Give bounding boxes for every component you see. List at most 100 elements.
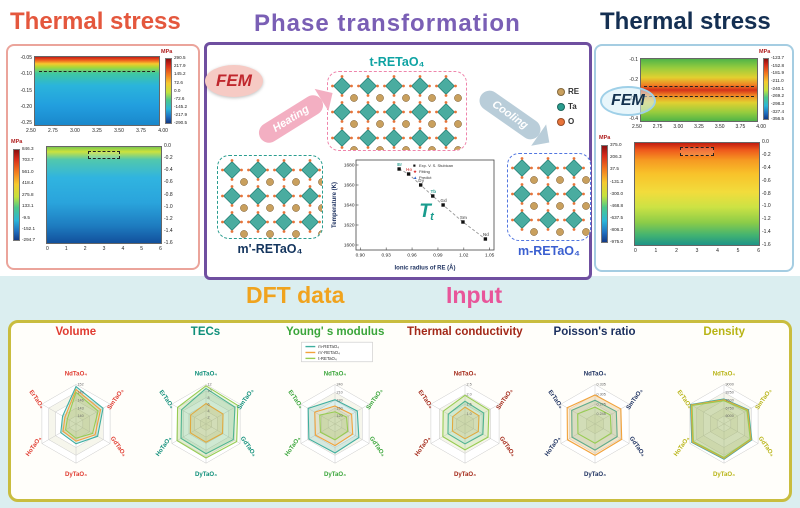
o-atom	[383, 110, 386, 114]
o-atom	[350, 84, 353, 88]
tick-label: -300.0	[610, 190, 624, 196]
radar-axis	[171, 423, 206, 444]
o-atom	[537, 166, 540, 170]
o-atom	[366, 94, 370, 97]
o-atom	[546, 176, 550, 179]
tick-label: -152.8	[771, 62, 785, 68]
radar-plot: 6000 6750 7500 8250 9000 NdTaO₄ SmTaO₄ GdTaO₄ Dy…	[673, 371, 776, 478]
title-dft-data: DFT data	[246, 282, 345, 308]
radar-series-t-RETaO₄	[64, 391, 99, 439]
o-atom	[572, 209, 576, 212]
legend-marker: ★	[413, 169, 418, 174]
radar-plot: 2 4 6 8 10 12 NdTaO₄ SmTaO₄ GdTaO₄ DyTaO₄ HoTaO₄ Er…	[154, 371, 257, 478]
radar-chart-title: TECs	[190, 326, 221, 338]
thermal-stress-panel-right: FEM -0.1-0.2-0.3-0.4 2.502.753.003.253.5…	[594, 44, 794, 272]
tick-label: 0	[634, 248, 637, 254]
o-atom	[230, 159, 234, 162]
ring-tick-label: 1.5	[466, 402, 471, 406]
radar-series-m'-RETaO₄	[566, 394, 622, 456]
tick-label: 3.50	[714, 124, 725, 130]
o-atom	[366, 101, 370, 104]
o-atom	[572, 176, 576, 179]
o-atom	[240, 168, 243, 172]
tick-label: -0.8	[762, 190, 771, 197]
ta-polyhedron	[411, 129, 429, 147]
re-atom	[454, 94, 462, 102]
tick-label: -240.1	[771, 85, 785, 91]
point-label: Ho	[406, 167, 412, 172]
radar-series-m-RETaO₄	[307, 399, 360, 454]
data-point	[441, 203, 445, 207]
tick-label: 145.2	[174, 71, 186, 77]
tick-label: 561.0	[22, 168, 34, 174]
right-contour-plot-top	[640, 58, 758, 122]
o-atom	[572, 228, 576, 231]
o-atom	[282, 185, 286, 188]
tick-label: 3.75	[136, 128, 146, 134]
ta-atom-icon	[557, 102, 565, 111]
o-atom	[444, 120, 448, 123]
tick-label: 6	[159, 246, 162, 252]
x-axis-title: Ionic radius of RE (Å)	[394, 265, 455, 272]
ring-tick-label: 146	[77, 398, 83, 402]
radar-axis-label: DyTaO₄	[324, 471, 346, 478]
radar-axis-label: HoTaO₄	[284, 435, 303, 457]
heating-arrow: Heating	[255, 91, 327, 147]
tick-label: 72.6	[174, 79, 183, 85]
radar-chart-young-s-modulus: Young' s modulus 120 150 180 210 240 NdTaO₄ SmT…	[270, 323, 400, 499]
radar-axis	[724, 423, 759, 444]
ta-polyhedron	[437, 129, 455, 147]
re-atom	[350, 94, 358, 102]
o-atom	[282, 159, 286, 162]
re-atom	[402, 146, 410, 150]
o-atom	[418, 146, 422, 149]
re-atom	[530, 228, 538, 236]
ta-polyhedron	[249, 213, 267, 231]
o-atom	[376, 136, 379, 140]
point-label: Tb	[430, 189, 436, 194]
point-label: Sm	[460, 215, 467, 220]
left-bottom-x-axis-ticks: 0 1 2 3 4 5 6	[46, 247, 162, 252]
o-atom	[546, 183, 550, 186]
re-atom	[240, 204, 248, 212]
radar-series-t-RETaO₄	[442, 394, 490, 451]
o-atom	[331, 110, 334, 114]
tick-label: -0.4	[164, 167, 173, 174]
radar-series-m'-RETaO₄	[690, 399, 752, 460]
o-atom	[376, 84, 379, 88]
cooling-label: Cooling	[489, 98, 531, 132]
y-tick-label: 1600	[344, 243, 355, 249]
tick-label: -0.2	[629, 76, 638, 83]
o-atom	[273, 220, 276, 224]
radar-chart-density: Density 6000 6750 7500 8250 9000 NdTaO₄ SmTaO₄ G…	[659, 323, 789, 499]
tt-plot-svg: 0.90 0.93 0.96 0.99 1.02 1.05 1600 1620 1640 1660…	[332, 159, 495, 272]
o-atom	[428, 110, 431, 114]
ring-tick-label: 0.245	[596, 412, 605, 416]
o-atom	[376, 110, 379, 114]
ta-polyhedron	[385, 103, 403, 121]
re-atom	[376, 120, 384, 128]
o-atom	[292, 194, 295, 198]
radar-legend-box	[301, 341, 373, 363]
tick-label: -356.5	[771, 116, 785, 122]
radar-axis-label: HoTaO₄	[673, 435, 692, 457]
ta-polyhedron	[539, 211, 557, 229]
tick-label: -131.3	[610, 178, 624, 184]
o-atom	[444, 146, 448, 149]
atom-legend-label: Ta	[568, 102, 577, 111]
tick-label: 3	[695, 248, 699, 254]
m-phase-label: m-RETaO₄	[518, 244, 580, 258]
title-input: Input	[446, 282, 503, 308]
radar-axis-label: ErTaO₄	[416, 389, 434, 410]
legend-entry: t-RETaO₄	[318, 356, 337, 361]
ring-tick-label: 152	[77, 383, 83, 387]
tick-label: -1.6	[762, 242, 771, 248]
radar-series-m'-RETaO₄	[451, 406, 480, 440]
o-atom	[340, 146, 344, 149]
o-atom	[537, 192, 540, 196]
o-atom	[392, 101, 396, 104]
tick-label: 1	[64, 246, 68, 252]
o-atom	[530, 166, 533, 170]
o-atom	[221, 194, 224, 198]
tick-label: -1.4	[164, 227, 173, 234]
